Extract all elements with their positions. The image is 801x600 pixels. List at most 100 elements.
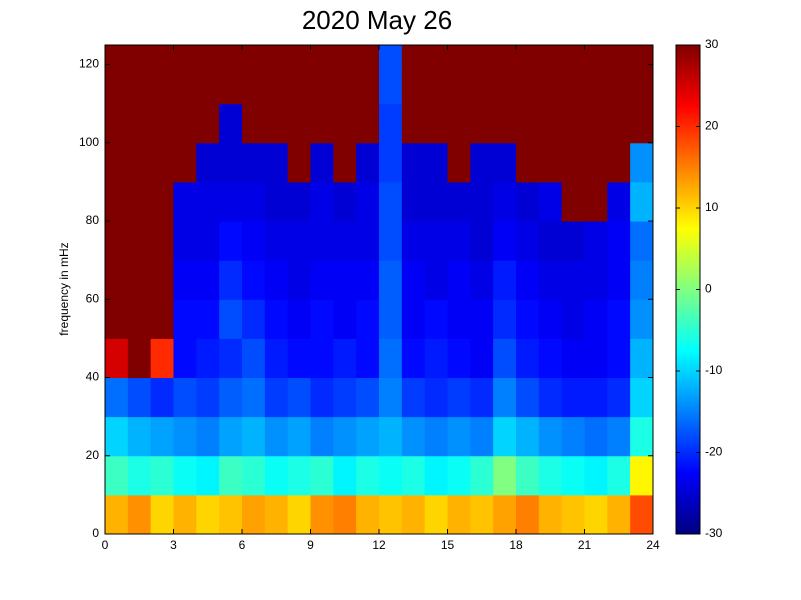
heatmap-cell (333, 181, 357, 222)
heatmap-cell (264, 338, 289, 379)
heatmap-cell (538, 299, 563, 339)
heatmap-cell (219, 142, 243, 183)
heatmap-cell (379, 416, 403, 457)
heatmap-cell (561, 455, 585, 496)
heatmap-cell (196, 494, 220, 535)
heatmap-cell (607, 142, 631, 183)
heatmap-cell (242, 181, 266, 222)
heatmap-cell (333, 494, 357, 535)
heatmap-cell (287, 377, 311, 418)
x-tick-label: 15 (441, 538, 455, 552)
heatmap-cell (401, 142, 426, 183)
heatmap-cell (493, 299, 517, 339)
heatmap-cell (516, 338, 540, 379)
heatmap-cell (196, 221, 220, 261)
heatmap-cell (310, 103, 334, 144)
heatmap-cell (447, 338, 471, 379)
heatmap-cell (219, 338, 243, 379)
heatmap-cell (127, 45, 152, 66)
heatmap-cell (538, 416, 563, 457)
heatmap-cell (333, 338, 357, 379)
heatmap-cell (493, 455, 517, 496)
colorbar-tick-label: 30 (705, 37, 719, 51)
heatmap-cell (470, 221, 494, 261)
heatmap-cell (242, 45, 266, 66)
heatmap-cell (424, 455, 448, 496)
heatmap-cell (424, 181, 448, 222)
heatmap-cell (584, 377, 608, 418)
heatmap-cell (470, 260, 494, 300)
heatmap-cell (356, 260, 380, 300)
heatmap-cell (196, 338, 220, 379)
heatmap-cell (105, 377, 129, 418)
heatmap-cell (493, 494, 517, 535)
heatmap-cell (150, 299, 174, 339)
heatmap-cell (561, 494, 585, 535)
heatmap-cell (310, 494, 334, 535)
heatmap-cell (516, 260, 540, 300)
heatmap-cell (401, 377, 426, 418)
heatmap-cell (333, 299, 357, 339)
heatmap-cell (447, 416, 471, 457)
heatmap-cell (607, 338, 631, 379)
heatmap-cell (401, 494, 426, 535)
heatmap-cell (173, 455, 197, 496)
colorbar-tick-label: 10 (705, 200, 719, 214)
heatmap-cell (356, 64, 380, 105)
heatmap-cell (219, 64, 243, 105)
heatmap-cell (310, 260, 334, 300)
heatmap-cell (493, 416, 517, 457)
heatmap-cell (584, 142, 608, 183)
heatmap-cell (379, 103, 403, 144)
heatmap-cell (242, 494, 266, 535)
heatmap-cell (470, 416, 494, 457)
heatmap-cell (493, 103, 517, 144)
heatmap-cell (379, 221, 403, 261)
heatmap-cell (105, 494, 129, 535)
heatmap-cell (607, 299, 631, 339)
heatmap-cell (424, 299, 448, 339)
heatmap-cell (584, 64, 608, 105)
y-tick-label: 20 (86, 448, 100, 462)
y-tick-label: 0 (92, 526, 99, 540)
heatmap-cell (196, 103, 220, 144)
heatmap-cell (173, 260, 197, 300)
heatmap-cell (424, 142, 448, 183)
heatmap-cell (401, 299, 426, 339)
heatmap-cell (630, 103, 654, 144)
heatmap-cell (538, 103, 563, 144)
heatmap-cell (150, 64, 174, 105)
heatmap-cell (287, 299, 311, 339)
heatmap-cell (447, 221, 471, 261)
heatmap-cell (173, 142, 197, 183)
colorbar-tick-label: -20 (705, 445, 723, 459)
heatmap-cell (379, 338, 403, 379)
heatmap-cell (470, 64, 494, 105)
heatmap-cell (470, 494, 494, 535)
heatmap-cell (219, 416, 243, 457)
heatmap-cell (379, 45, 403, 66)
heatmap-cell (356, 181, 380, 222)
heatmap-cell (333, 416, 357, 457)
heatmap-cell (150, 377, 174, 418)
heatmap-cell (196, 377, 220, 418)
heatmap-cell (516, 45, 540, 66)
heatmap-cell (630, 260, 654, 300)
heatmap-cell (127, 64, 152, 105)
heatmap-cell (219, 377, 243, 418)
heatmap-cell (538, 377, 563, 418)
heatmap-cell (242, 103, 266, 144)
chart-title: 2020 May 26 (302, 5, 452, 35)
heatmap-cell (516, 377, 540, 418)
heatmap-cell (173, 181, 197, 222)
heatmap-cell (173, 64, 197, 105)
x-tick-label: 3 (170, 538, 177, 552)
heatmap-cell (447, 494, 471, 535)
heatmap-cell (196, 299, 220, 339)
heatmap-cell (219, 45, 243, 66)
heatmap-cell (150, 45, 174, 66)
heatmap-cell (264, 221, 289, 261)
heatmap-cell (493, 260, 517, 300)
heatmap-cell (424, 260, 448, 300)
